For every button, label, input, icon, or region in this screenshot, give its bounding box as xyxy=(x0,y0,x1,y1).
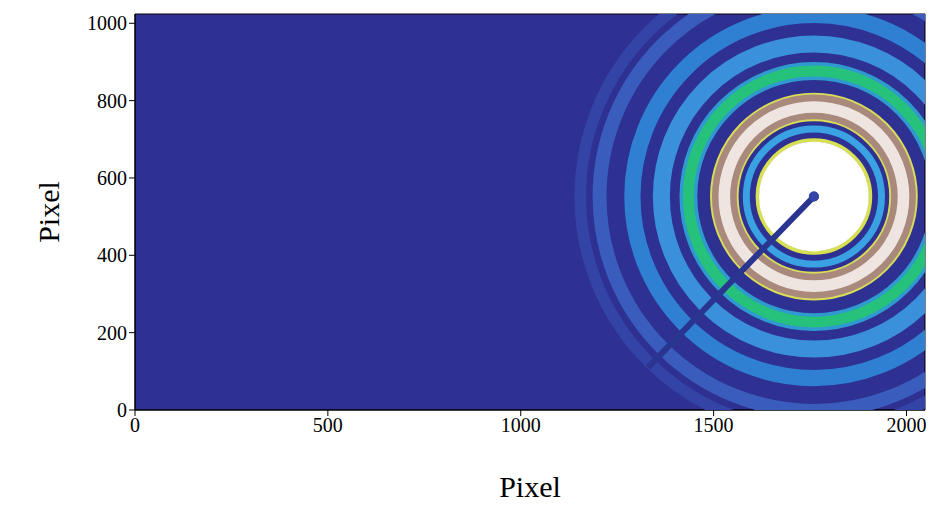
svg-text:2000: 2000 xyxy=(886,414,926,436)
svg-text:0: 0 xyxy=(130,414,140,436)
svg-text:500: 500 xyxy=(313,414,343,436)
svg-text:0: 0 xyxy=(117,399,127,421)
svg-text:800: 800 xyxy=(97,90,127,112)
svg-text:Pixel: Pixel xyxy=(32,181,65,243)
svg-text:1000: 1000 xyxy=(501,414,541,436)
svg-text:400: 400 xyxy=(97,244,127,266)
svg-text:1500: 1500 xyxy=(694,414,734,436)
svg-text:Pixel: Pixel xyxy=(499,470,561,503)
svg-text:600: 600 xyxy=(97,167,127,189)
svg-text:1000: 1000 xyxy=(87,12,127,34)
svg-text:200: 200 xyxy=(97,322,127,344)
